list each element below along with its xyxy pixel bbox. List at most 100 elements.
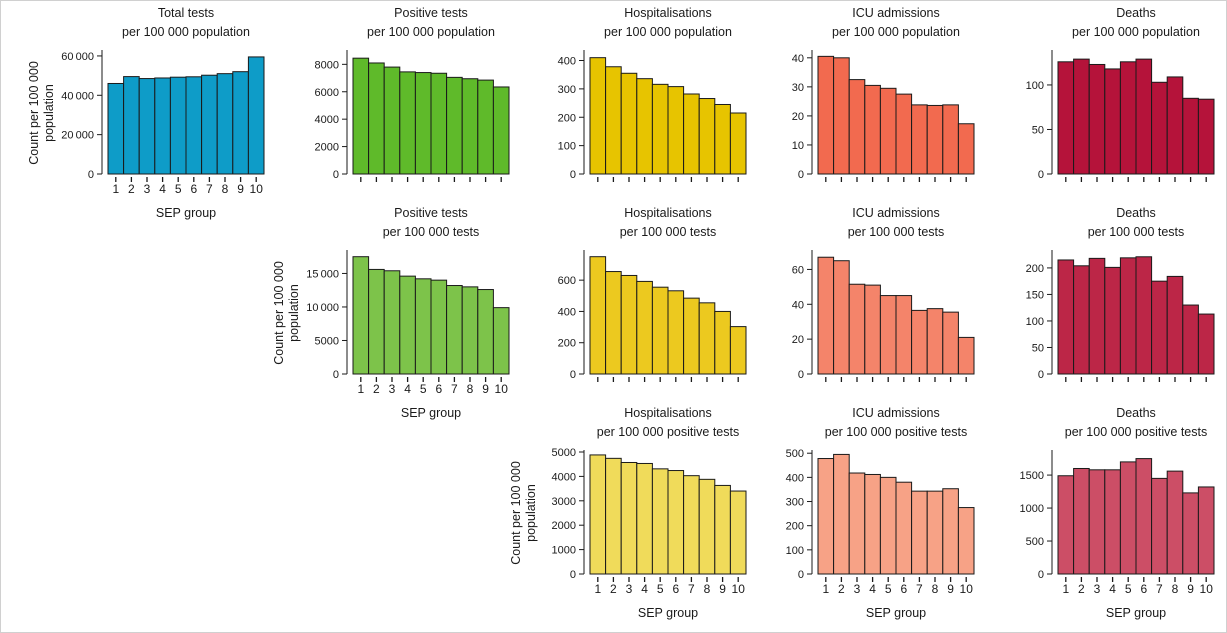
bar (383, 270, 401, 375)
bar (957, 123, 975, 175)
bar (714, 310, 731, 375)
bar (352, 57, 370, 175)
bar (879, 476, 897, 575)
x-tick-label: 4 (869, 582, 876, 596)
bar (1057, 259, 1075, 375)
bar (1119, 257, 1137, 375)
bar (232, 71, 249, 175)
x-tick-label: 1 (1062, 582, 1069, 596)
chart-title-line: per 100 000 population (367, 25, 495, 39)
y-axis-label: population (287, 284, 301, 342)
x-tick-label: 7 (916, 582, 923, 596)
x-tick-label: 3 (389, 382, 396, 396)
bar (1088, 469, 1106, 575)
y-tick-label: 4000 (552, 471, 576, 483)
bar (620, 274, 638, 375)
bar (1135, 458, 1153, 575)
bar (651, 286, 669, 375)
y-axis-label: Count per 100 000 (27, 61, 41, 165)
bar (620, 461, 638, 575)
chart-title-line: per 100 000 positive tests (825, 425, 967, 439)
x-tick-label: 6 (435, 382, 442, 396)
chart-title-line: per 100 000 population (1072, 25, 1200, 39)
bar (1182, 304, 1199, 375)
bar (1073, 58, 1090, 175)
y-tick-label: 500 (786, 448, 804, 460)
bar (1197, 313, 1215, 375)
y-tick-label: 600 (558, 275, 576, 287)
chart-r1c1: Total tests per 100 000 population 0 20 000… (27, 6, 265, 220)
x-tick-label: 1 (594, 582, 601, 596)
bar (492, 307, 510, 375)
y-tick-label: 200 (1026, 263, 1044, 275)
bar (895, 481, 913, 575)
y-tick-label: 1000 (552, 545, 576, 557)
x-tick-label: 7 (688, 582, 695, 596)
y-tick-label: 500 (1026, 536, 1044, 548)
bar (926, 104, 944, 175)
bar (620, 72, 638, 175)
x-tick-label: 2 (1078, 582, 1085, 596)
bar (926, 490, 944, 575)
x-tick-label: 2 (128, 182, 135, 196)
bar (636, 462, 653, 575)
chart-title-line: Deaths (1116, 6, 1156, 20)
bar (879, 87, 897, 175)
x-tick-label: 3 (1094, 582, 1101, 596)
y-tick-label: 400 (558, 306, 576, 318)
x-tick-label: 1 (357, 382, 364, 396)
bar (107, 82, 125, 175)
x-tick-label: 5 (420, 382, 427, 396)
bar (957, 336, 975, 375)
y-tick-label: 30 (792, 82, 804, 94)
x-tick-label: 4 (159, 182, 166, 196)
y-tick-label: 0 (570, 169, 576, 181)
bar (1182, 97, 1199, 175)
chart-title-line: Deaths (1116, 406, 1156, 420)
chart-title-line: per 100 000 population (122, 25, 250, 39)
bar (848, 472, 866, 575)
y-axis-label: Count per 100 000 (509, 461, 523, 565)
bar (895, 295, 913, 375)
y-tick-label: 20 (792, 111, 804, 123)
bar (942, 311, 959, 375)
bar (1151, 81, 1168, 175)
chart-title-line: per 100 000 tests (1088, 225, 1185, 239)
bar (833, 453, 850, 575)
bar (817, 256, 835, 375)
bar (368, 62, 385, 175)
bar (698, 98, 716, 175)
y-tick-label: 20 000 (61, 130, 94, 142)
y-axis-label: population (524, 484, 538, 542)
bar (817, 458, 835, 575)
bar (477, 289, 494, 375)
chart-r3c5: Deaths per 100 000 positive tests 0 500 1000… (1020, 406, 1215, 620)
bar (729, 112, 747, 175)
y-tick-label: 400 (558, 56, 576, 68)
chart-r1c4: ICU admissions per 100 000 population 0 10 2… (792, 6, 975, 182)
y-tick-label: 50 (1032, 124, 1044, 136)
bar (1119, 461, 1137, 575)
bar (477, 79, 494, 175)
x-axis-label: SEP group (866, 606, 926, 620)
bar (430, 279, 448, 375)
bar (636, 280, 653, 375)
x-tick-label: 8 (1172, 582, 1179, 596)
y-tick-label: 300 (786, 497, 804, 509)
x-tick-label: 10 (732, 582, 746, 596)
y-tick-label: 0 (88, 169, 94, 181)
chart-title-line: per 100 000 population (604, 25, 732, 39)
y-tick-label: 2000 (315, 142, 339, 154)
bar (1197, 486, 1215, 575)
bar (911, 490, 928, 575)
y-tick-label: 0 (798, 569, 804, 581)
bar (1057, 475, 1075, 575)
x-tick-label: 7 (451, 382, 458, 396)
bar (589, 454, 607, 575)
y-tick-label: 10 (792, 140, 804, 152)
y-tick-label: 50 (1032, 342, 1044, 354)
chart-title-line: Positive tests (394, 6, 468, 20)
y-tick-label: 0 (1038, 169, 1044, 181)
y-tick-label: 100 (1026, 80, 1044, 92)
